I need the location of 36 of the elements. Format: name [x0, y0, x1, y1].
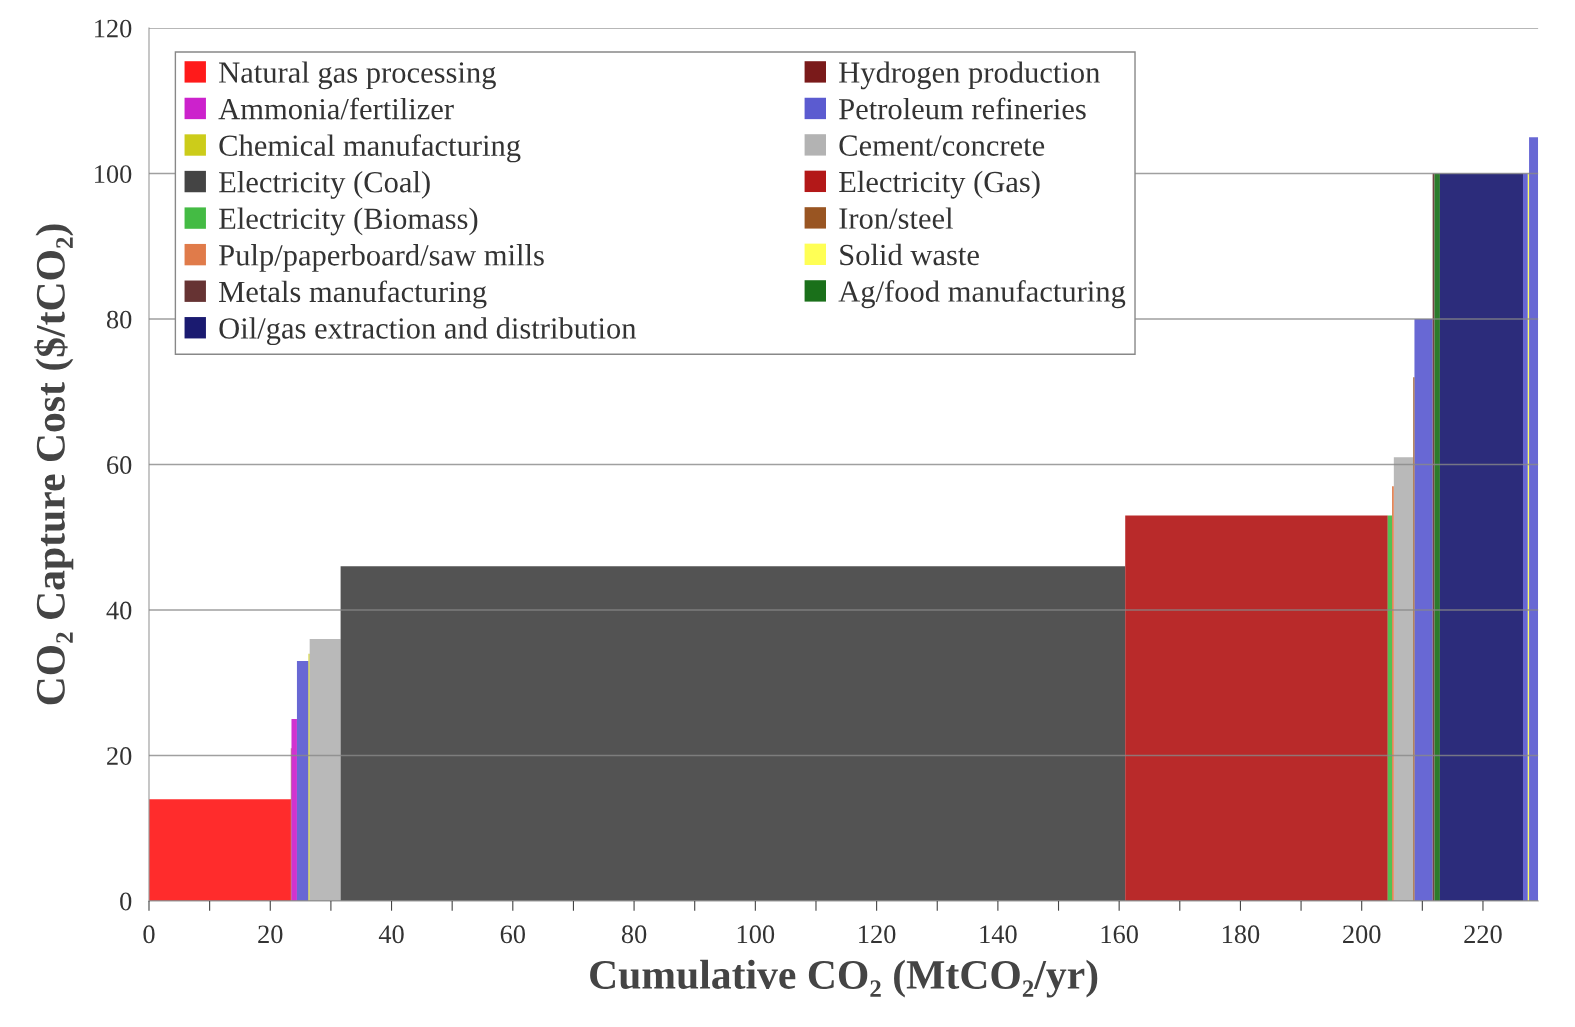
legend-label: Hydrogen production: [839, 61, 1100, 90]
y-tick-label: 80: [106, 310, 132, 329]
x-tick-label: 80: [621, 925, 647, 944]
y-tick-label: 100: [95, 165, 132, 183]
legend-label: Cement/concrete: [839, 135, 1045, 156]
x-tick-label: 20: [258, 925, 283, 944]
y-tick-label: 0: [120, 892, 132, 911]
x-tick-label: 0: [143, 925, 155, 944]
y-tick-label: 20: [107, 747, 132, 765]
legend-label: Chemical manufacturing: [219, 134, 521, 163]
legend-label: Solid waste: [840, 243, 979, 266]
x-tick-label: 160: [1101, 925, 1138, 944]
legend-label: Natural gas processing: [219, 61, 496, 90]
x-tick-label: 220: [1464, 925, 1502, 944]
legend-label: Ammonia/fertilizer: [218, 97, 454, 120]
legend-label: Ag/food manufacturing: [838, 280, 1126, 309]
legend-label: Oil/gas extraction and distribution: [219, 317, 637, 346]
y-axis-title: CO₂ Capture Cost ($/tCO₂): [34, 224, 74, 705]
legend-label: Pulp/paperboard/saw mills: [219, 244, 544, 272]
legend-label: Petroleum refineries: [839, 97, 1086, 120]
x-tick-label: 120: [859, 925, 896, 944]
y-tick-label: 120: [95, 19, 132, 38]
x-tick-label: 100: [737, 925, 775, 944]
x-axis-title: Cumulative CO₂ (MtCO₂/yr): [590, 959, 1098, 998]
x-tick-label: 200: [1343, 925, 1381, 944]
y-tick-label: 40: [106, 601, 132, 620]
legend-label: Electricity (Biomass): [219, 207, 478, 236]
x-tick-label: 40: [378, 925, 404, 944]
legend-label: Electricity (Gas): [839, 170, 1040, 199]
y-tick-label: 60: [107, 456, 132, 474]
legend-label: Iron/steel: [839, 207, 953, 229]
legend-label: Electricity (Coal): [219, 171, 430, 199]
legend-label: Metals manufacturing: [219, 280, 487, 309]
x-tick-label: 60: [500, 925, 525, 944]
x-tick-label: 180: [1222, 925, 1260, 944]
x-tick-label: 140: [980, 925, 1017, 944]
